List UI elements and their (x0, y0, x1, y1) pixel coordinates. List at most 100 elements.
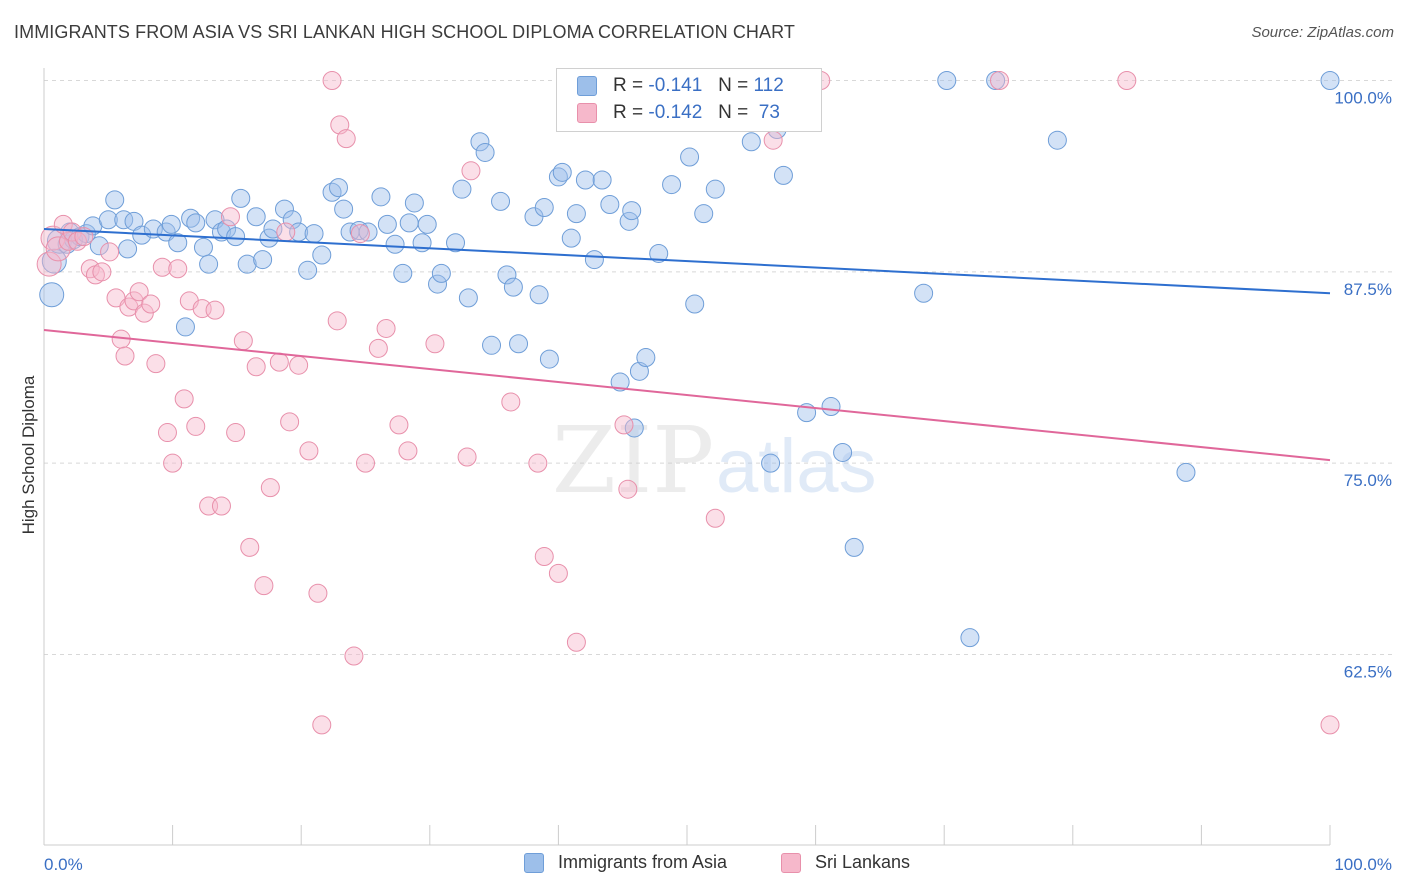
legend-r-value: -0.141 (648, 75, 703, 96)
legend-n-label: N = (718, 75, 749, 96)
data-point (254, 576, 274, 596)
data-point (92, 262, 112, 282)
data-point (62, 222, 82, 242)
legend-n-value: 73 (758, 102, 780, 123)
data-point (280, 412, 300, 432)
data-point (36, 251, 62, 277)
data-point (129, 282, 149, 302)
data-point (193, 237, 213, 257)
data-point (157, 423, 177, 443)
legend-item-asia[interactable]: Immigrants from Asia (524, 852, 727, 873)
legend-r-label: R = (613, 102, 644, 123)
series-legend: Immigrants from Asia Sri Lankans (0, 852, 1406, 878)
data-point (226, 423, 246, 443)
data-point (989, 71, 1009, 90)
data-point (592, 170, 612, 190)
data-point (428, 274, 448, 294)
data-point (425, 334, 445, 354)
data-point (1117, 71, 1137, 90)
data-point (491, 191, 511, 211)
data-point (680, 147, 700, 167)
data-point (618, 479, 638, 499)
data-point (205, 210, 225, 230)
data-point (350, 224, 370, 244)
data-point (240, 537, 260, 557)
data-point (398, 441, 418, 461)
legend-r-value: -0.142 (648, 102, 703, 123)
data-point (231, 188, 251, 208)
series-sri-lankans (36, 71, 1340, 735)
data-point (276, 222, 296, 242)
data-point (662, 175, 682, 195)
data-point (685, 294, 705, 314)
data-point (114, 210, 134, 230)
data-point (833, 442, 853, 462)
data-point (80, 259, 100, 279)
data-point (233, 331, 253, 351)
data-point (168, 233, 188, 253)
data-point (446, 233, 466, 253)
data-point (152, 257, 172, 277)
data-point (773, 165, 793, 185)
data-point (844, 537, 864, 557)
data-point (470, 132, 490, 152)
data-point (274, 199, 294, 219)
data-point (39, 282, 65, 308)
data-point (134, 303, 154, 323)
data-point (548, 563, 568, 583)
data-point (322, 71, 342, 90)
data-point (385, 234, 405, 254)
legend-r-label: R = (613, 75, 644, 96)
data-point (304, 224, 324, 244)
trend-line (43, 227, 1331, 295)
legend-n-value: 112 (753, 75, 784, 96)
legend-row-asia: R = -0.141 N = 112 (577, 73, 784, 99)
data-point (566, 632, 586, 652)
data-point (1320, 71, 1340, 90)
data-point (552, 162, 572, 182)
data-point (199, 254, 219, 274)
data-point (115, 346, 135, 366)
legend-item-sri-lankans[interactable]: Sri Lankans (781, 852, 910, 873)
data-point (358, 222, 378, 242)
data-point (614, 415, 634, 435)
data-point (501, 392, 521, 412)
data-point (282, 210, 302, 230)
legend-swatch-asia (577, 76, 597, 96)
data-point (368, 338, 388, 358)
data-point (312, 245, 332, 265)
data-point (482, 335, 502, 355)
data-point (298, 260, 318, 280)
data-point (1176, 462, 1196, 482)
data-point (475, 142, 495, 162)
data-point (458, 288, 478, 308)
data-point (399, 213, 419, 233)
data-point (457, 447, 477, 467)
data-point (417, 214, 437, 234)
data-point (98, 210, 118, 230)
legend-swatch-sri-lankans (577, 103, 597, 123)
data-point (237, 254, 257, 274)
chart-title: IMMIGRANTS FROM ASIA VS SRI LANKAN HIGH … (14, 22, 795, 42)
data-point (211, 222, 231, 242)
data-point (461, 161, 481, 181)
x-ticks (43, 825, 1331, 845)
data-point (100, 242, 120, 262)
data-point (584, 250, 604, 270)
data-point (529, 285, 549, 305)
data-point (246, 207, 266, 227)
data-point (308, 583, 328, 603)
data-point (205, 300, 225, 320)
source-credit: Source: ZipAtlas.com (1251, 24, 1394, 41)
data-point (226, 227, 246, 247)
data-point (161, 214, 181, 234)
data-point (622, 201, 642, 221)
data-point (253, 250, 273, 270)
data-point (393, 263, 413, 283)
trend-lines (43, 227, 1331, 462)
data-point (344, 646, 364, 666)
legend-label-asia: Immigrants from Asia (558, 852, 728, 872)
data-point (259, 228, 279, 248)
data-point (937, 71, 957, 90)
